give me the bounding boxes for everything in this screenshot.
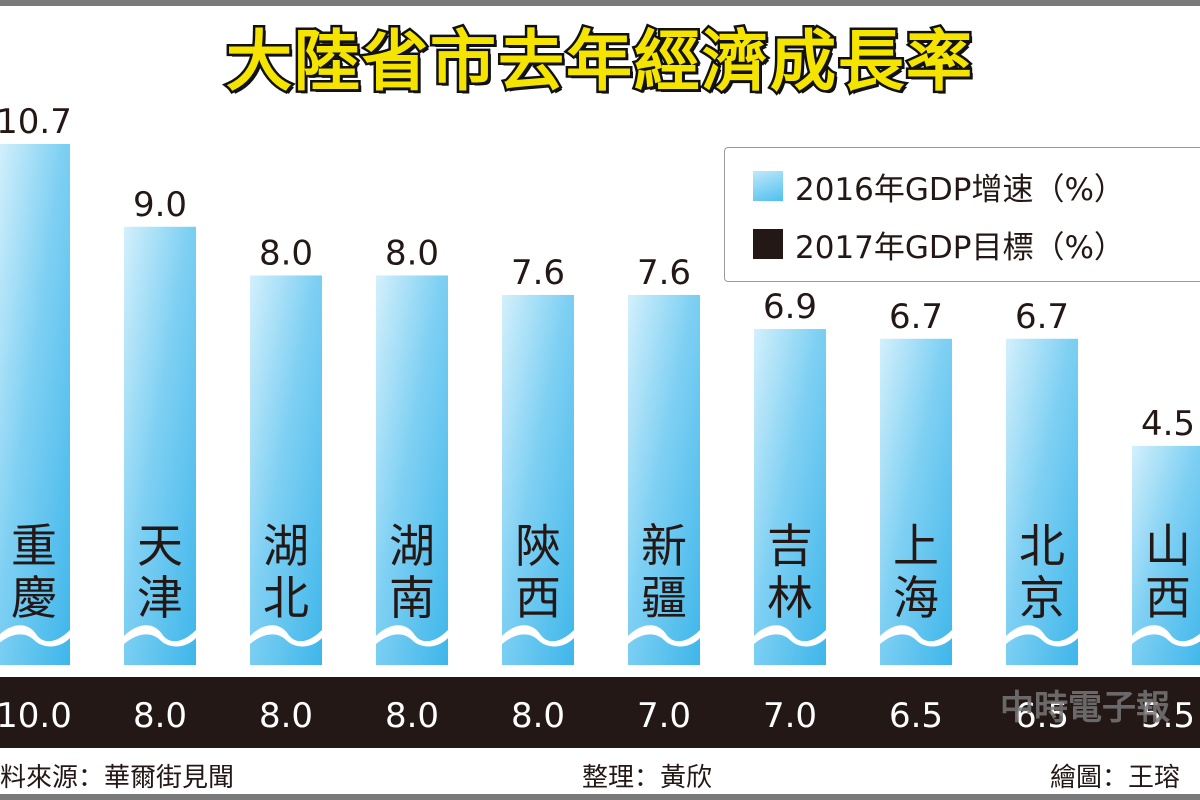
legend-label-2016: 2016年GDP增速（%） — [795, 171, 1125, 208]
bottom-frame-rule — [0, 794, 1200, 800]
category-label-7-1: 海 — [893, 571, 939, 625]
wave-break-6 — [754, 625, 826, 647]
value-label-2016-1: 9.0 — [133, 185, 187, 225]
series-2016-bars — [0, 144, 1200, 665]
category-label-7-0: 上 — [893, 519, 939, 573]
category-label-5-0: 新 — [641, 519, 687, 573]
value-label-2017-3: 8.0 — [385, 696, 439, 736]
value-label-2017-5: 7.0 — [637, 696, 691, 736]
value-label-2016-6: 6.9 — [763, 287, 817, 327]
bar-2016-6 — [754, 329, 826, 665]
watermark-logo: 中時電子報 — [1000, 688, 1170, 728]
axis-break-waves — [0, 625, 1200, 647]
category-label-3-0: 湖 — [389, 519, 435, 573]
category-label-9-0: 山 — [1145, 519, 1191, 573]
bar-2016-8 — [1006, 338, 1078, 665]
wave-break-2 — [250, 625, 322, 647]
legend-swatch-2017 — [753, 229, 783, 259]
top-frame-rule — [0, 0, 1200, 6]
category-label-6-1: 林 — [767, 571, 813, 625]
value-labels-2016: 10.7 9.0 8.0 8.0 7.6 7.6 6.9 6.7 6.7 4.5 — [0, 102, 1195, 444]
bar-2016-1 — [124, 226, 196, 665]
value-label-2016-7: 6.7 — [889, 297, 943, 337]
bar-2016-3 — [376, 275, 448, 665]
bar-2016-2 — [250, 275, 322, 665]
category-label-5-1: 疆 — [641, 571, 687, 625]
wave-break-1 — [124, 625, 196, 647]
category-label-1-1: 津 — [137, 571, 183, 625]
category-label-0-1: 慶 — [11, 571, 57, 625]
value-label-2017-6: 7.0 — [763, 696, 817, 736]
target-band — [0, 677, 1200, 748]
value-label-2016-0: 10.7 — [0, 102, 72, 142]
value-label-2016-4: 7.6 — [511, 253, 565, 293]
wave-break-7 — [880, 625, 952, 647]
legend-item-2016: 2016年GDP增速（%） — [753, 164, 1125, 208]
legend-item-2017: 2017年GDP目標（%） — [753, 222, 1125, 266]
source-note: 料來源：華爾街見聞 — [0, 763, 235, 793]
value-label-2017-7: 6.5 — [889, 696, 943, 736]
wave-break-5 — [628, 625, 700, 647]
bar-2016-0 — [0, 144, 70, 665]
category-label-4-1: 西 — [515, 571, 561, 625]
bar-2016-7 — [880, 338, 952, 665]
category-label-2-1: 北 — [263, 571, 309, 625]
category-label-8-0: 北 — [1019, 519, 1065, 573]
category-label-8-1: 京 — [1019, 571, 1065, 625]
wave-break-9 — [1132, 625, 1200, 647]
wave-break-8 — [1006, 625, 1078, 647]
wave-break-0 — [0, 625, 70, 647]
value-label-2017-4: 8.0 — [511, 696, 565, 736]
value-label-2016-8: 6.7 — [1015, 297, 1069, 337]
value-labels-2017: 10.0 8.0 8.0 8.0 8.0 7.0 7.0 6.5 6.5 5.5 — [0, 696, 1195, 736]
value-label-2016-3: 8.0 — [385, 233, 439, 273]
value-label-2017-1: 8.0 — [133, 696, 187, 736]
legend-label-2017: 2017年GDP目標（%） — [795, 229, 1125, 266]
category-label-0-0: 重 — [11, 519, 57, 573]
legend-swatch-2016 — [753, 171, 783, 201]
category-label-3-1: 南 — [389, 571, 435, 625]
value-label-2017-8: 6.5 — [1015, 696, 1069, 736]
chart-title: 大陸省市去年經濟成長率 — [224, 21, 975, 103]
value-label-2017-0: 10.0 — [0, 696, 72, 736]
value-label-2017-2: 8.0 — [259, 696, 313, 736]
bar-2016-4 — [502, 294, 574, 665]
category-label-1-0: 天 — [137, 519, 183, 573]
editor-note: 整理：黃欣 — [582, 763, 713, 793]
value-label-2017-9: 5.5 — [1141, 696, 1195, 736]
artist-note: 繪圖：王瑢 — [1050, 763, 1181, 793]
value-label-2016-9: 4.5 — [1141, 404, 1195, 444]
wave-break-4 — [502, 625, 574, 647]
value-label-2016-2: 8.0 — [259, 233, 313, 273]
wave-break-3 — [376, 625, 448, 647]
value-label-2016-5: 7.6 — [637, 253, 691, 293]
legend: 2016年GDP增速（%） 2017年GDP目標（%） — [724, 147, 1200, 282]
category-label-4-0: 陝 — [515, 519, 561, 573]
bar-2016-5 — [628, 294, 700, 665]
category-label-2-0: 湖 — [263, 519, 309, 573]
category-label-6-0: 吉 — [767, 519, 813, 573]
category-label-9-1: 西 — [1145, 571, 1191, 625]
